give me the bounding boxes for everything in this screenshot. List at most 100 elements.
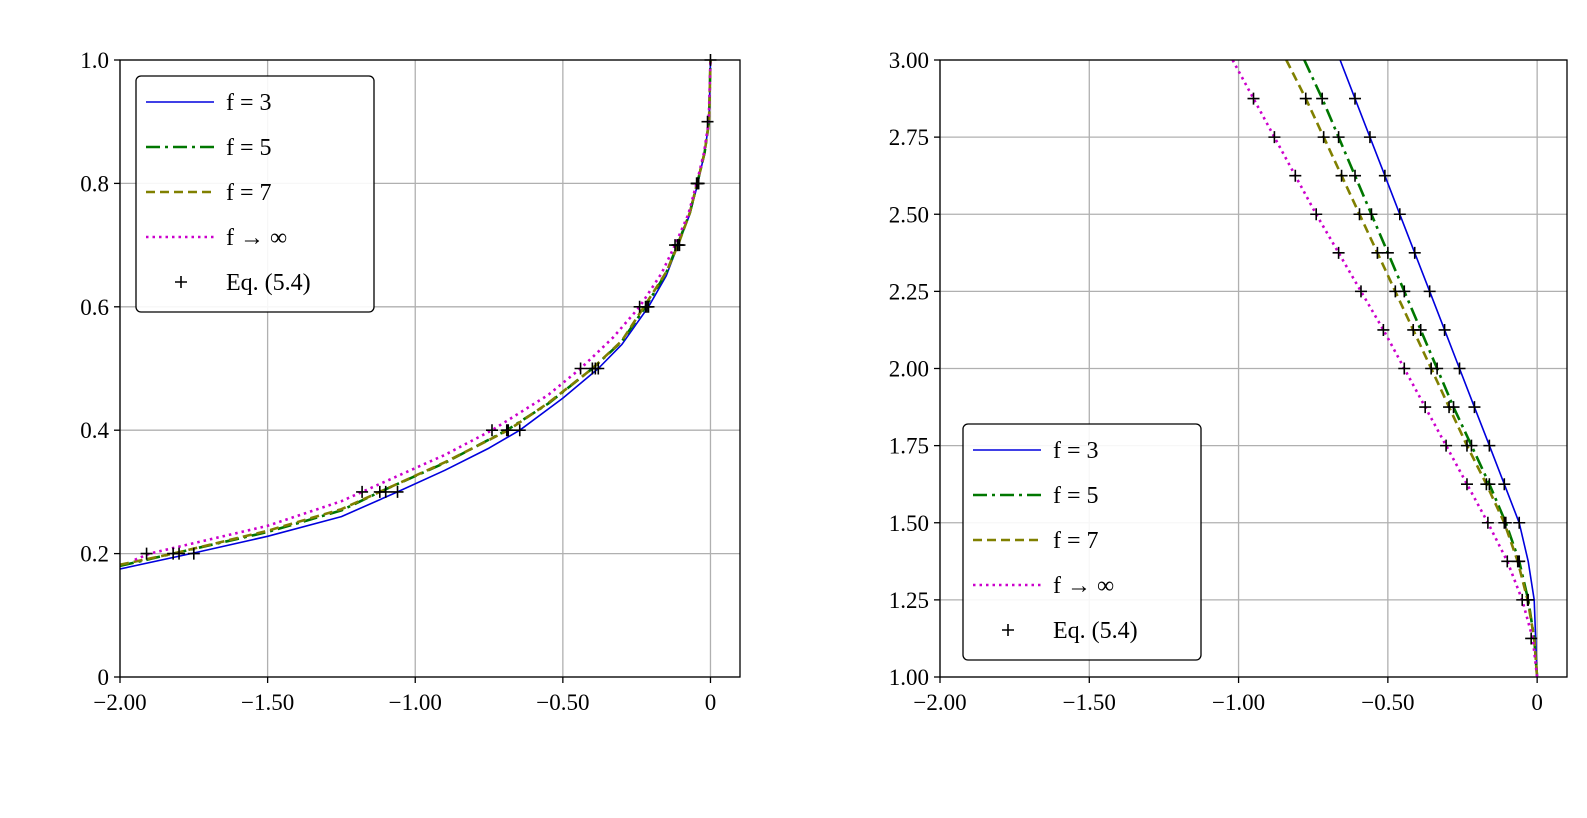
data-point	[1349, 92, 1362, 105]
data-point	[574, 362, 587, 375]
data-point	[1354, 285, 1367, 298]
data-point	[1468, 401, 1481, 414]
data-point	[1438, 323, 1451, 336]
x-tick-label: −1.50	[1063, 690, 1116, 715]
data-point	[1453, 362, 1466, 375]
y-tick-label: 1.50	[889, 511, 929, 536]
data-point	[1371, 246, 1384, 259]
data-point	[1481, 516, 1494, 529]
data-point	[1483, 478, 1496, 491]
data-point	[1398, 362, 1411, 375]
y-tick-label: 0.8	[80, 171, 109, 196]
x-tick-label: −0.50	[536, 690, 589, 715]
x-tick-label: 0	[1531, 690, 1543, 715]
y-tick-label: 0	[98, 665, 110, 690]
data-point	[592, 362, 605, 375]
legend-label: f = 5	[1053, 483, 1099, 509]
data-point	[173, 547, 186, 560]
axes-frame	[939, 59, 1568, 678]
x-tick-label: 0	[705, 690, 717, 715]
data-point	[1332, 246, 1345, 259]
data-point	[1440, 439, 1453, 452]
legend-label: Eq. (5.4)	[1053, 618, 1138, 644]
data-point	[1525, 632, 1538, 645]
legend-marker	[1002, 624, 1014, 636]
data-point	[1349, 169, 1362, 182]
data-point	[1377, 323, 1390, 336]
legend: f = 3 f = 5 f = 7 f → ∞ Eq. (5.4)	[962, 423, 1202, 661]
data-point	[1335, 169, 1348, 182]
data-point	[701, 115, 714, 128]
legend-box	[962, 423, 1202, 661]
data-point	[1513, 555, 1526, 568]
data-point	[692, 177, 705, 190]
data-point	[1398, 285, 1411, 298]
legend-label: f = 3	[1053, 438, 1099, 464]
legend-box	[135, 75, 375, 313]
y-tick-label: 1.75	[889, 434, 929, 459]
data-point	[1419, 401, 1432, 414]
x-tick-label: −2.00	[913, 690, 966, 715]
data-point	[1268, 131, 1281, 144]
data-point	[356, 485, 369, 498]
series-line	[120, 60, 712, 566]
legend-label: f = 7	[1053, 528, 1099, 554]
legend-label: f = 3	[226, 90, 272, 116]
data-point	[673, 239, 686, 252]
data-point	[1499, 516, 1512, 529]
panel-b: −2.00 −1.50 −1.00 −0.50 0 1.00 1.25 1.50 1.75 2.0…	[889, 48, 1568, 715]
data-point	[140, 547, 153, 560]
data-point	[1299, 92, 1312, 105]
data-point	[1460, 478, 1473, 491]
axes-frame	[119, 59, 741, 678]
data-point	[1381, 246, 1394, 259]
data-point	[642, 300, 655, 313]
y-tick-label: 3.00	[889, 48, 929, 73]
y-tick-label: 1.25	[889, 588, 929, 613]
x-tick-label: −0.50	[1361, 690, 1414, 715]
data-point	[502, 424, 515, 437]
data-point	[1501, 555, 1514, 568]
y-tick-label: 0.6	[80, 295, 109, 320]
data-point	[1332, 131, 1345, 144]
data-point	[1431, 362, 1444, 375]
data-point	[1289, 169, 1302, 182]
legend-marker	[175, 276, 187, 288]
y-tick-label: 1.00	[889, 665, 929, 690]
legend-label: Eq. (5.4)	[226, 270, 311, 296]
data-point	[1483, 439, 1496, 452]
y-tick-label: 1.0	[80, 48, 109, 73]
data-point	[1363, 131, 1376, 144]
y-tick-label: 2.50	[889, 202, 929, 227]
data-point	[391, 485, 404, 498]
data-point	[1447, 401, 1460, 414]
y-tick-label: 0.4	[80, 418, 109, 443]
data-point	[1423, 285, 1436, 298]
data-point	[1408, 246, 1421, 259]
x-tick-label: −1.00	[389, 690, 442, 715]
x-tick-label: −1.00	[1212, 690, 1265, 715]
data-point	[1365, 208, 1378, 221]
legend-label: f = 5	[226, 135, 272, 161]
series-markers	[1247, 92, 1538, 645]
data-point	[513, 424, 526, 437]
legend: f = 3 f = 5 f = 7 f → ∞ Eq. (5.4)	[135, 75, 375, 313]
data-point	[1353, 208, 1366, 221]
legend-label: f → ∞	[1053, 573, 1114, 599]
data-point	[1414, 323, 1427, 336]
panel-a: −2.00 −1.50 −1.00 −0.50 0 0 0.2 0.4 0.6 0.8 1.0 f =…	[80, 48, 741, 715]
data-point	[1522, 593, 1535, 606]
data-point	[486, 424, 498, 437]
data-point	[1310, 208, 1323, 221]
data-point	[379, 485, 392, 498]
x-tick-label: −1.50	[241, 690, 294, 715]
data-point	[1465, 439, 1478, 452]
data-point	[1513, 516, 1526, 529]
y-tick-label: 2.75	[889, 125, 929, 150]
data-point	[1378, 169, 1391, 182]
legend-label: f → ∞	[226, 225, 287, 251]
y-tick-label: 2.00	[889, 357, 929, 382]
data-point	[1393, 208, 1406, 221]
series-line	[1339, 60, 1538, 677]
data-point	[1316, 92, 1329, 105]
